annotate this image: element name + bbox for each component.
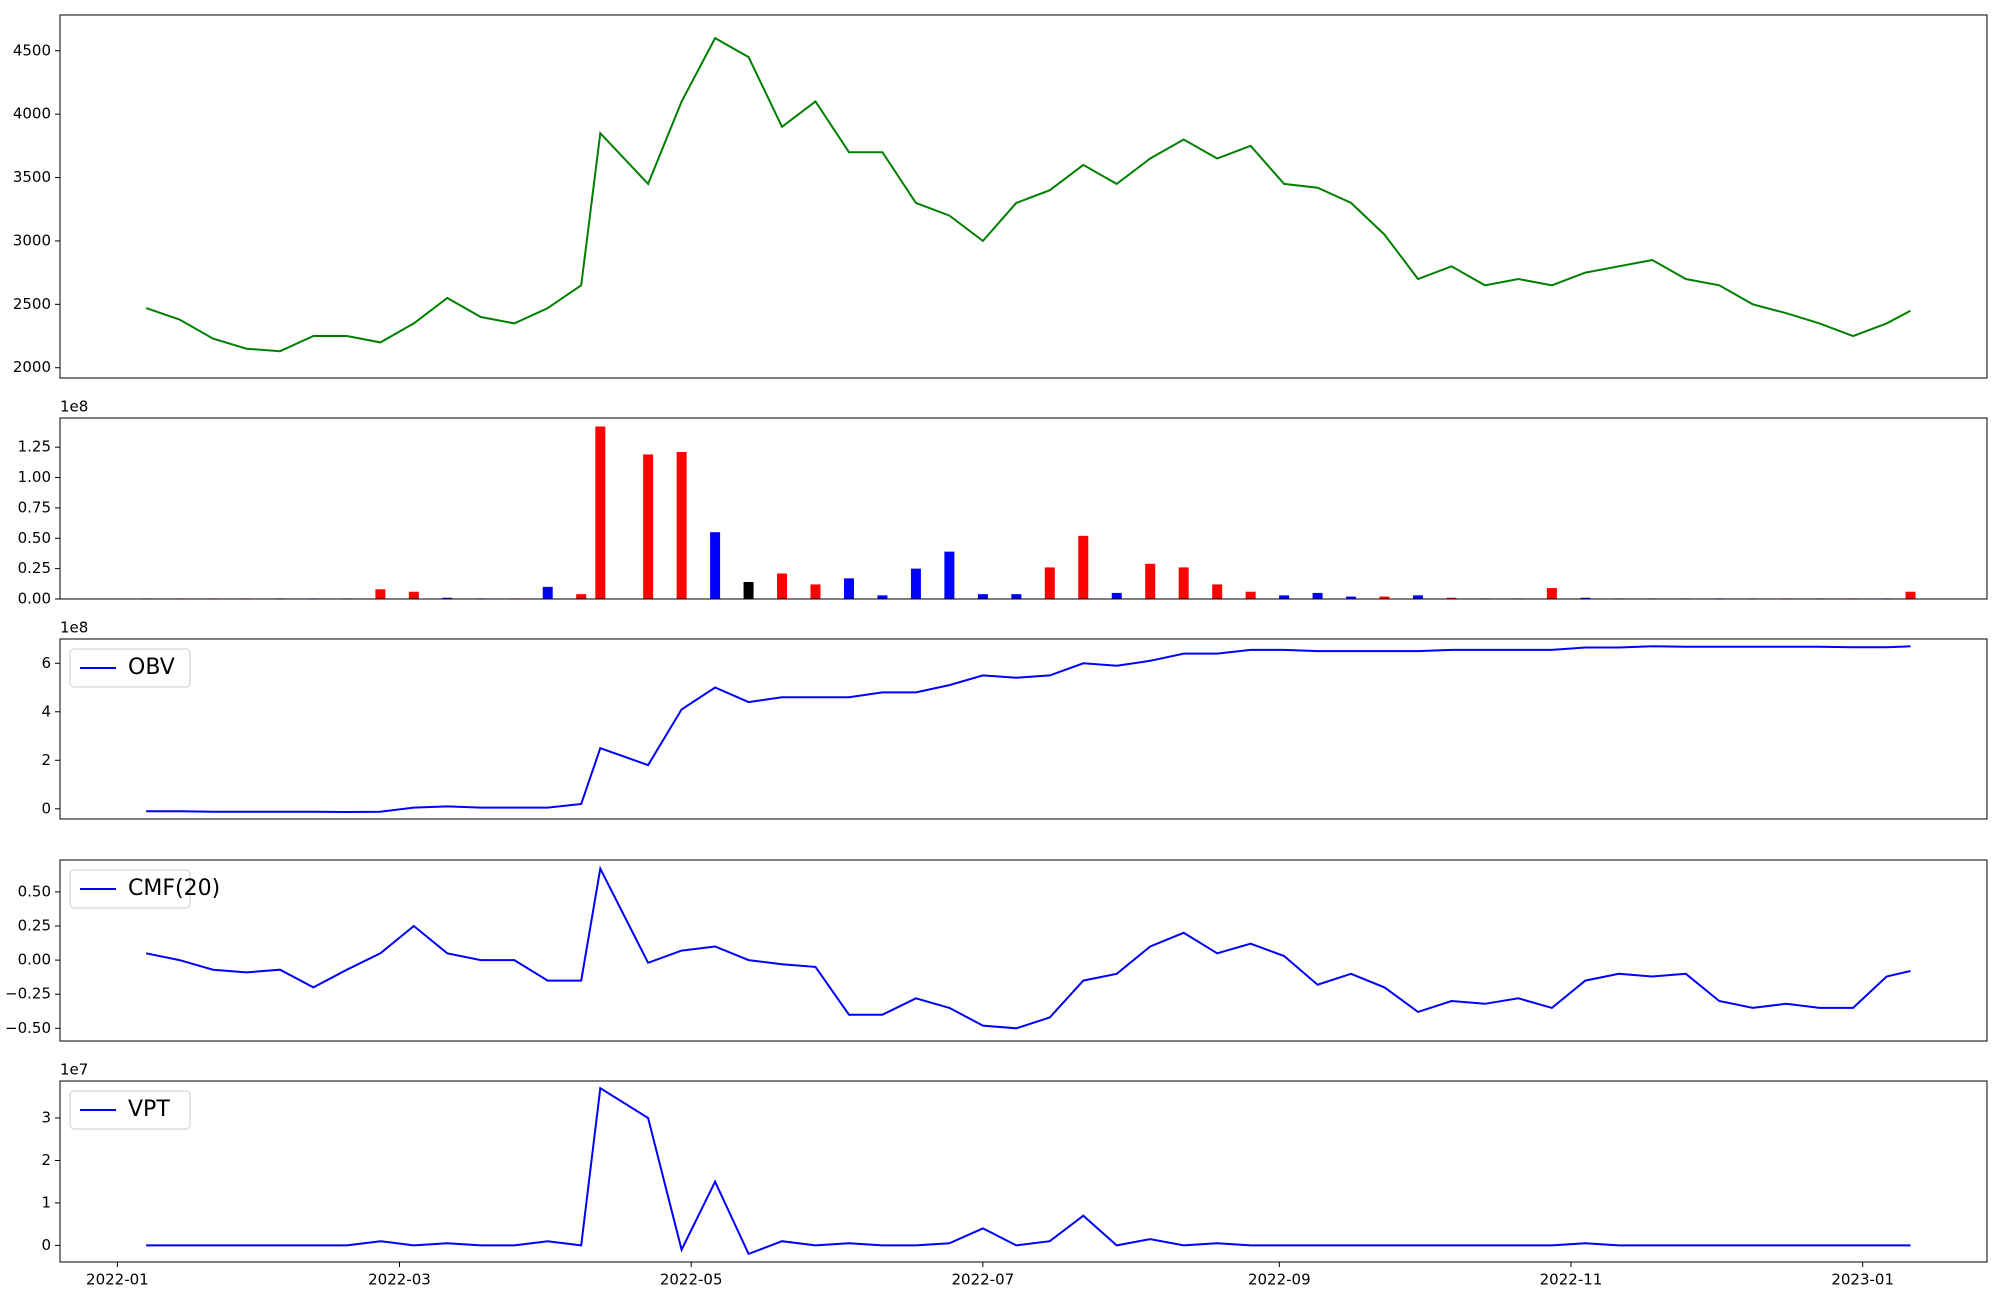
volume-bar xyxy=(643,454,654,599)
y-tick-label: 3 xyxy=(41,1108,51,1126)
legend-box xyxy=(69,869,191,909)
legend-label: OBV xyxy=(128,655,175,680)
y-tick-label: 0.00 xyxy=(18,951,51,969)
subplot: 2000 2500 3000 3500 4000 4500 xyxy=(13,14,1988,379)
volume-bar xyxy=(542,586,553,599)
volume-bar xyxy=(877,595,888,599)
legend: CMF(20) xyxy=(69,869,220,909)
axes-frame xyxy=(59,417,1988,600)
y-tick-label: 2000 xyxy=(13,358,51,376)
axes-frame xyxy=(59,859,1988,1042)
volume-bar xyxy=(1279,595,1290,599)
legend-label: VPT xyxy=(128,1097,170,1122)
volume-bar xyxy=(576,594,587,599)
volume-bar xyxy=(1379,596,1390,599)
volume-bar xyxy=(1905,591,1916,599)
y-tick-label: 1 xyxy=(41,1193,51,1211)
volume-bar xyxy=(977,594,988,599)
y-tick-label: −0.25 xyxy=(5,985,51,1003)
volume-bar xyxy=(1580,597,1591,599)
y-tick-label: 0 xyxy=(41,799,51,817)
legend-box xyxy=(69,1090,191,1130)
y-tick-label: 4000 xyxy=(13,105,51,123)
volume-bar xyxy=(1312,592,1323,599)
volume-bar xyxy=(676,452,687,599)
volume-bar xyxy=(1412,595,1423,599)
offset-label: 1e8 xyxy=(60,619,88,637)
y-tick-label: 3500 xyxy=(13,168,51,186)
y-tick-label: 1.00 xyxy=(18,468,51,486)
volume-bar xyxy=(375,589,386,599)
volume-bar xyxy=(1346,596,1357,599)
legend-box xyxy=(69,648,191,688)
volume-bar xyxy=(1212,584,1223,599)
y-tick-label: 2 xyxy=(41,1151,51,1169)
axes-frame xyxy=(59,1080,1988,1263)
indicator-line xyxy=(145,865,1911,1030)
axes-frame xyxy=(59,638,1988,820)
indicator-line xyxy=(146,1086,1911,1256)
volume-bar xyxy=(1078,535,1089,599)
y-tick-label: 0.00 xyxy=(18,590,51,608)
y-tick-label: 0.25 xyxy=(18,917,51,935)
volume-bar xyxy=(743,581,754,599)
volume-bar xyxy=(1546,588,1557,599)
volume-bar xyxy=(843,578,854,599)
x-tick-label: 2022-11 xyxy=(1540,1271,1603,1289)
axes-frame xyxy=(59,14,1988,379)
y-tick-label: 0 xyxy=(41,1236,51,1254)
volume-bar xyxy=(442,597,453,599)
y-tick-label: 1.25 xyxy=(18,438,51,456)
y-tick-label: 3000 xyxy=(13,231,51,249)
y-tick-label: 6 xyxy=(41,654,51,672)
subplot: 0 1 2 3 1e7 2022-01 2022-03 2022-05 2022-07 2022-… xyxy=(41,1061,1988,1289)
offset-label: 1e8 xyxy=(60,398,88,416)
y-tick-label: 4500 xyxy=(13,41,51,59)
y-tick-label: 2 xyxy=(41,751,51,769)
legend: VPT xyxy=(69,1090,191,1130)
volume-bar xyxy=(1178,567,1189,599)
y-tick-label: 0.25 xyxy=(18,559,51,577)
volume-bar xyxy=(944,551,955,599)
x-tick-label: 2022-09 xyxy=(1248,1271,1311,1289)
volume-bar xyxy=(810,584,821,599)
subplot: −0.50 −0.25 0.00 0.25 0.50 CMF(20) xyxy=(5,859,1988,1042)
x-tick-label: 2022-03 xyxy=(368,1271,431,1289)
x-tick-label: 2023-01 xyxy=(1831,1271,1894,1289)
indicator-line xyxy=(146,645,1911,814)
y-tick-label: 0.75 xyxy=(18,498,51,516)
x-tick-label: 2022-05 xyxy=(660,1271,723,1289)
volume-bar xyxy=(710,532,721,599)
legend-label: CMF(20) xyxy=(128,876,220,901)
subplot: 0.00 0.25 0.50 0.75 1.00 1.25 1e8 xyxy=(18,398,1988,608)
y-tick-label: 2500 xyxy=(13,295,51,313)
volume-bar xyxy=(777,573,788,599)
subplot: 0 2 4 6 1e8 OBV xyxy=(41,619,1988,820)
volume-bar xyxy=(408,591,419,599)
offset-label: 1e7 xyxy=(60,1061,88,1079)
volume-bar xyxy=(1245,591,1256,599)
y-tick-label: 0.50 xyxy=(18,529,51,547)
y-tick-label: −0.50 xyxy=(5,1019,51,1037)
y-tick-label: 4 xyxy=(41,702,51,720)
volume-bar xyxy=(595,426,606,599)
volume-bar xyxy=(1446,597,1457,599)
y-tick-label: 0.50 xyxy=(18,882,51,900)
x-tick-label: 2022-07 xyxy=(952,1271,1015,1289)
x-tick-label: 2022-01 xyxy=(86,1271,149,1289)
price-line xyxy=(145,36,1911,353)
volume-bar xyxy=(910,568,921,599)
legend: OBV xyxy=(69,648,191,688)
volume-bar xyxy=(1044,567,1055,599)
volume-bar xyxy=(1011,594,1022,599)
volume-bar xyxy=(1145,563,1156,599)
volume-bar xyxy=(1111,592,1122,599)
